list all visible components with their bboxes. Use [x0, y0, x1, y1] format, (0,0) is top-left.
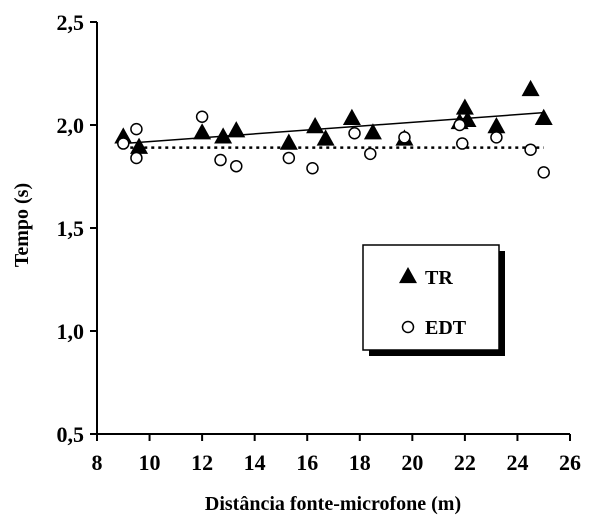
y-tick-label: 1,5	[57, 216, 85, 241]
data-point-edt	[398, 131, 411, 144]
data-point-edt	[130, 151, 143, 165]
legend-marker-tr	[399, 266, 417, 284]
data-point-edt	[214, 153, 227, 167]
data-point-edt	[453, 118, 466, 132]
data-point-edt	[456, 137, 469, 150]
y-tick-label: 2,5	[57, 10, 85, 35]
data-point-tr	[316, 129, 335, 146]
legend-label-tr: TR	[425, 267, 453, 289]
data-point-tr	[130, 137, 149, 154]
data-point-tr	[521, 79, 540, 97]
data-point-edt	[230, 159, 243, 173]
data-point-tr	[306, 117, 325, 134]
chart-ticks: 8 10 12 14 16 18 20 22 24 26 0,5 1,0 1,5 2,0 2,5	[57, 10, 582, 475]
x-tick-label: 16	[296, 450, 318, 475]
y-axis-title: Tempo (s)	[11, 183, 33, 267]
data-point-tr	[342, 108, 361, 125]
x-tick-label: 18	[349, 450, 371, 475]
data-point-edt	[282, 151, 296, 165]
legend-items: TR EDT	[399, 266, 467, 339]
data-point-tr	[455, 98, 474, 115]
y-tick-label: 1,0	[57, 319, 85, 344]
legend-box	[362, 244, 500, 351]
data-point-edt	[306, 162, 319, 175]
data-point-tr	[534, 108, 553, 125]
legend: TR EDT	[362, 244, 505, 356]
x-tick-label: 10	[139, 450, 161, 475]
data-point-edt	[364, 147, 377, 161]
data-point-tr	[227, 121, 246, 138]
data-point-tr	[279, 133, 298, 150]
data-point-tr	[487, 117, 506, 134]
x-tick-label: 24	[506, 450, 528, 475]
x-tick-label: 8	[92, 450, 103, 475]
data-point-edt	[490, 131, 503, 144]
data-point-edt	[195, 110, 209, 124]
data-point-tr	[214, 127, 233, 144]
x-tick-label: 20	[401, 450, 423, 475]
legend-label-edt: EDT	[425, 317, 467, 339]
y-tick-label: 2,0	[57, 113, 85, 138]
y-tick-label: 0,5	[57, 422, 85, 447]
chart-trendlines	[123, 111, 544, 149]
legend-marker-edt	[401, 320, 415, 334]
x-tick-label: 12	[191, 450, 213, 475]
data-point-edt	[524, 143, 537, 156]
data-point-edt	[130, 122, 143, 136]
data-point-edt	[117, 137, 130, 150]
data-point-tr	[193, 123, 212, 140]
x-tick-label: 26	[559, 450, 581, 475]
x-tick-label: 14	[244, 450, 266, 475]
data-point-edt	[348, 126, 361, 140]
trendline-tr	[123, 111, 544, 145]
chart-axes	[96, 22, 570, 435]
data-point-edt	[537, 166, 550, 179]
x-tick-label: 22	[454, 450, 476, 475]
chart-points	[114, 79, 553, 179]
x-axis-title: Distância fonte-microfone (m)	[205, 493, 461, 515]
data-point-tr	[363, 123, 382, 140]
